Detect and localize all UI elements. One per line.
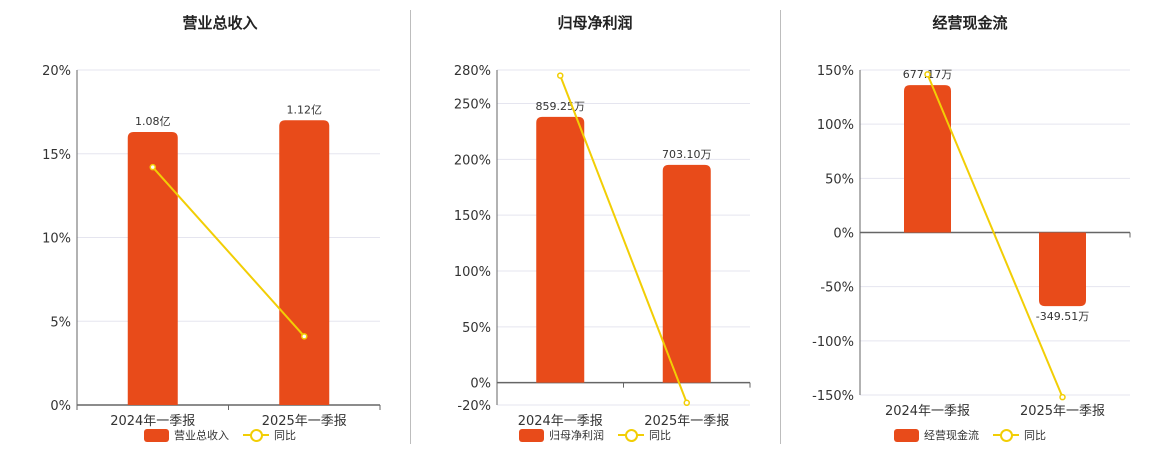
yoy-point[interactable] xyxy=(683,399,690,407)
yoy-point[interactable] xyxy=(924,71,931,78)
yoy-point[interactable] xyxy=(149,163,156,171)
x-category-label: 2025年一季报 xyxy=(262,414,347,429)
chart-title: 营业总收入 xyxy=(182,14,258,32)
legend-item-line[interactable]: 同比 xyxy=(243,427,296,443)
bar-data-label: 859.25万 xyxy=(536,100,586,113)
legend-bar-swatch xyxy=(519,428,544,442)
legend-item-bar[interactable]: 归母净利润 xyxy=(519,427,604,443)
y-tick-label: 0% xyxy=(50,399,71,414)
bar[interactable] xyxy=(662,164,711,383)
legend-item-line[interactable]: 同比 xyxy=(993,427,1046,443)
chart-panel-cash-flow: 经营现金流 150%100%50%0%-50%-100%-150%677.17万… xyxy=(780,0,1160,450)
x-category-label: 2024年一季报 xyxy=(885,404,970,419)
y-tick-label: 10% xyxy=(42,232,71,247)
y-tick-label: 150% xyxy=(454,209,491,224)
legend-bar-swatch xyxy=(894,428,919,442)
y-tick-label: 15% xyxy=(42,148,71,163)
y-tick-label: 100% xyxy=(817,118,854,133)
y-tick-label: 0% xyxy=(470,377,491,392)
legend-item-line[interactable]: 同比 xyxy=(618,427,671,443)
legend-label: 归母净利润 xyxy=(549,429,604,442)
y-tick-label: 50% xyxy=(462,321,491,336)
y-tick-label: -150% xyxy=(812,389,854,404)
legend-label: 营业总收入 xyxy=(174,429,229,442)
x-category-label: 2025年一季报 xyxy=(644,414,729,429)
yoy-line xyxy=(152,166,305,337)
legend-item-bar[interactable]: 经营现金流 xyxy=(894,427,979,443)
y-tick-label: 200% xyxy=(454,153,491,168)
bar[interactable] xyxy=(1039,232,1086,307)
y-tick-label: 150% xyxy=(817,64,854,79)
bar-data-label: 703.10万 xyxy=(662,148,712,161)
bar[interactable] xyxy=(127,131,178,405)
legend-label: 同比 xyxy=(274,429,296,442)
y-tick-label: 100% xyxy=(454,265,491,280)
legend-label: 同比 xyxy=(1024,429,1046,442)
y-tick-label: 50% xyxy=(825,172,854,187)
bar-data-label: -349.51万 xyxy=(1036,310,1089,323)
x-category-label: 2024年一季报 xyxy=(110,414,195,429)
y-tick-label: 0% xyxy=(833,227,854,242)
bar[interactable] xyxy=(904,85,951,233)
chart-panel-net-profit: 归母净利润 280% 250% 200% 150% 100% 50% 0% -20% 859.2… xyxy=(410,0,780,450)
bar[interactable] xyxy=(279,120,330,405)
legend-label: 同比 xyxy=(649,429,671,442)
cash-flow-chart: 150%100%50%0%-50%-100%-150%677.17万-349.5… xyxy=(812,64,1131,419)
yoy-line xyxy=(559,75,688,404)
chart-title: 经营现金流 xyxy=(932,14,1008,32)
legend-line-swatch xyxy=(618,429,644,442)
yoy-line xyxy=(926,73,1064,398)
panel-divider xyxy=(410,10,411,444)
y-tick-label: 5% xyxy=(50,315,71,330)
x-category-label: 2024年一季报 xyxy=(518,414,603,429)
chart-legend: 归母净利润 同比 xyxy=(410,427,780,443)
net-profit-chart: 280% 250% 200% 150% 100% 50% 0% -20% 859.25万 703.… xyxy=(454,64,751,429)
yoy-point[interactable] xyxy=(1059,393,1066,401)
legend-label: 经营现金流 xyxy=(924,429,979,442)
legend-line-swatch xyxy=(243,429,269,442)
legend-line-swatch xyxy=(993,429,1019,442)
y-tick-label: -20% xyxy=(457,399,491,414)
bar[interactable] xyxy=(536,116,585,383)
bar-data-label: 1.08亿 xyxy=(135,115,171,128)
chart-legend: 经营现金流 同比 xyxy=(780,427,1160,443)
yoy-point[interactable] xyxy=(301,333,308,340)
yoy-point[interactable] xyxy=(557,72,564,79)
legend-bar-swatch xyxy=(144,428,169,442)
x-category-label: 2025年一季报 xyxy=(1020,404,1105,419)
y-tick-label: 250% xyxy=(454,98,491,113)
y-tick-label: 20% xyxy=(42,64,71,79)
chart-panel-revenue: 营业总收入 20% 15% 10% 5% 0% 1.08亿 1.12亿 2024年一季报 202… xyxy=(0,0,410,450)
y-tick-label: -100% xyxy=(812,335,854,350)
y-tick-label: -50% xyxy=(820,281,854,296)
panel-divider xyxy=(780,10,781,444)
legend-item-bar[interactable]: 营业总收入 xyxy=(144,427,229,443)
chart-title: 归母净利润 xyxy=(557,14,633,32)
bar-data-label: 1.12亿 xyxy=(287,103,323,116)
y-tick-label: 280% xyxy=(454,64,491,79)
chart-legend: 营业总收入 同比 xyxy=(15,427,425,443)
revenue-chart: 20% 15% 10% 5% 0% 1.08亿 1.12亿 2024年一季报 2025年一季报 xyxy=(42,64,381,429)
